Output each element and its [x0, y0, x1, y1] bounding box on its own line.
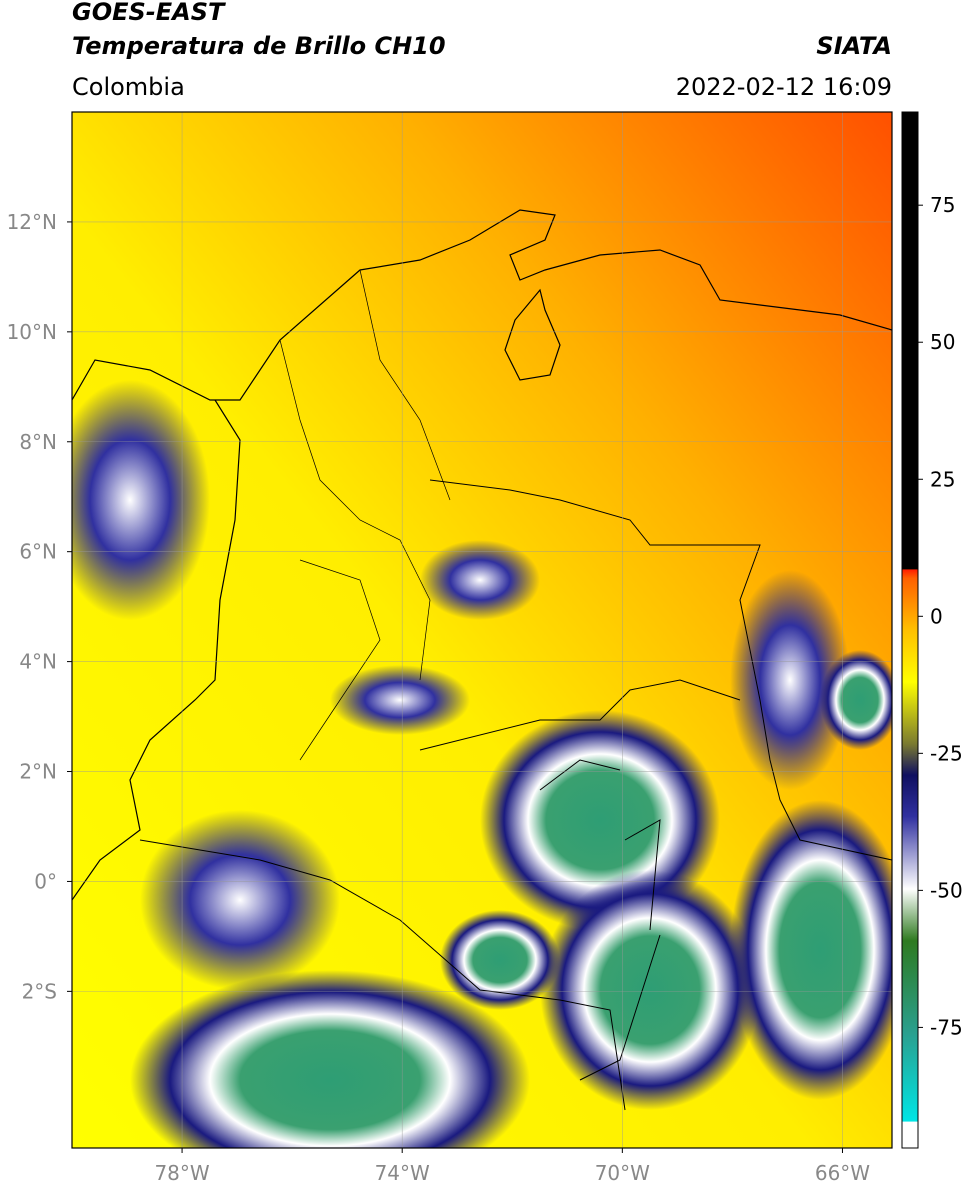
border	[429, 479, 892, 861]
colorbar-label: 50	[930, 330, 955, 354]
cloud	[540, 870, 760, 1110]
colorbar-label: -50	[930, 878, 963, 902]
cloud	[420, 540, 540, 620]
cloud	[440, 910, 560, 1010]
lat-label: 4°N	[19, 650, 57, 674]
colorbar	[901, 111, 919, 1149]
cloud	[140, 810, 340, 990]
satellite-image	[72, 112, 892, 1148]
lat-label: 6°N	[19, 540, 57, 564]
title: GOES-EAST	[72, 0, 226, 26]
cloud	[730, 800, 892, 1100]
coastline	[504, 288, 561, 381]
region: Colombia	[72, 73, 185, 101]
border	[139, 839, 626, 1111]
map-frame	[71, 111, 893, 1149]
department-border	[279, 269, 451, 761]
border	[419, 679, 741, 751]
cloud	[730, 570, 850, 790]
subtitle: Temperatura de Brillo CH10	[72, 32, 446, 60]
source: SIATA	[816, 32, 892, 60]
cloud	[130, 970, 530, 1148]
lat-label: 8°N	[19, 430, 57, 454]
cloud	[72, 380, 210, 620]
lat-label: 10°N	[7, 320, 57, 344]
timestamp: 2022-02-12 16:09	[676, 73, 892, 101]
colorbar-label: 75	[930, 193, 955, 217]
lat-label: 2°S	[22, 979, 57, 1003]
colorbar-label: 25	[930, 467, 955, 491]
colorbar-label: -75	[930, 1015, 963, 1039]
lat-label: 2°N	[19, 760, 57, 784]
cloud	[820, 650, 892, 750]
cloud	[330, 665, 470, 735]
lon-label: 78°W	[154, 1161, 209, 1185]
colorbar-label: 0	[930, 604, 943, 628]
graticule	[72, 112, 892, 1148]
lon-label: 70°W	[595, 1161, 650, 1185]
colorbar-label: -25	[930, 741, 963, 765]
lon-label: 74°W	[375, 1161, 430, 1185]
lat-label: 12°N	[7, 210, 57, 234]
lon-label: 66°W	[815, 1161, 870, 1185]
coastline	[72, 209, 892, 401]
lat-label: 0°	[34, 869, 57, 893]
coastline	[72, 399, 241, 901]
border	[539, 759, 661, 1081]
